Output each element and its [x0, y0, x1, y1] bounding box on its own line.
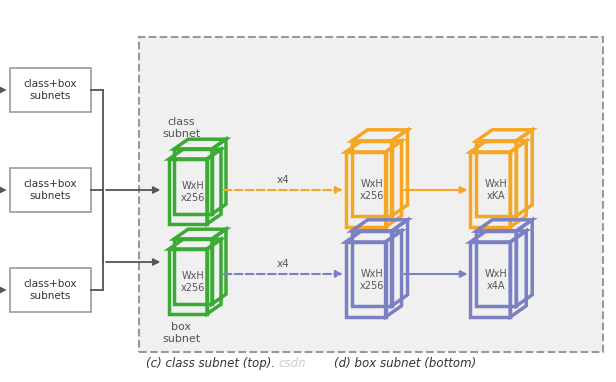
Text: csdn: csdn — [279, 357, 307, 370]
Text: WxH
x4A: WxH x4A — [485, 269, 508, 291]
Text: WxH
xKA: WxH xKA — [485, 179, 508, 201]
FancyBboxPatch shape — [9, 268, 91, 312]
Text: WxH
x256: WxH x256 — [181, 271, 205, 293]
Text: class
subnet: class subnet — [162, 117, 200, 139]
Text: box
subnet: box subnet — [162, 322, 200, 343]
FancyBboxPatch shape — [9, 68, 91, 112]
Text: class+box
subnets: class+box subnets — [23, 79, 77, 101]
FancyBboxPatch shape — [139, 37, 603, 352]
Text: WxH
x256: WxH x256 — [181, 181, 205, 203]
Text: WxH
x256: WxH x256 — [359, 179, 384, 201]
Text: WxH
x256: WxH x256 — [359, 269, 384, 291]
Text: x4: x4 — [277, 259, 290, 269]
Text: x4: x4 — [277, 175, 290, 185]
Text: class+box
subnets: class+box subnets — [23, 279, 77, 301]
Text: (c) class subnet (top).: (c) class subnet (top). — [146, 357, 279, 370]
Text: (d) box subnet (bottom): (d) box subnet (bottom) — [334, 357, 476, 370]
Text: class+box
subnets: class+box subnets — [23, 179, 77, 201]
FancyBboxPatch shape — [9, 168, 91, 212]
